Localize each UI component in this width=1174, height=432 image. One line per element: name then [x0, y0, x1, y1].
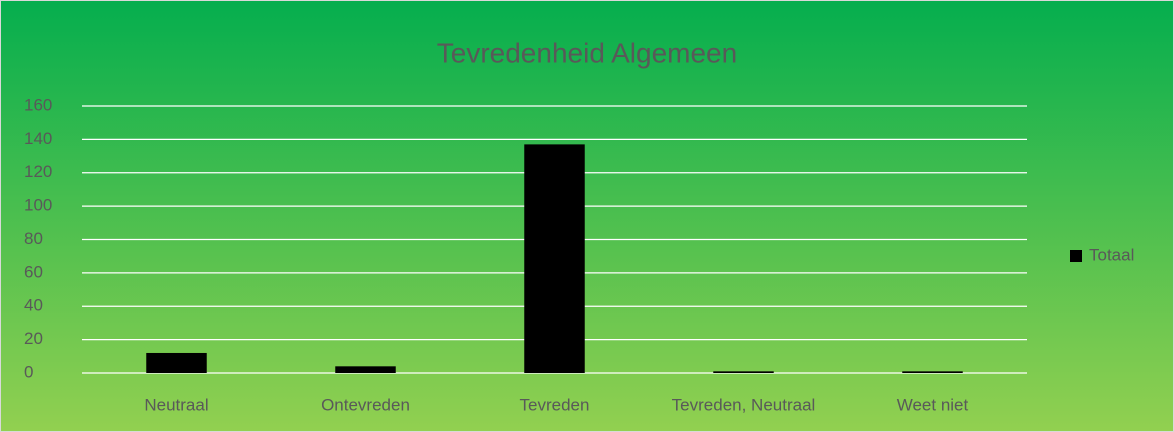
- y-tick-label: 140: [24, 129, 52, 148]
- bar: [335, 366, 396, 373]
- bar: [146, 352, 207, 373]
- y-tick-label: 60: [24, 262, 43, 281]
- y-tick-label: 120: [24, 162, 52, 181]
- x-tick-label: Neutraal: [144, 395, 208, 414]
- y-tick-label: 40: [24, 296, 43, 315]
- x-tick-label: Weet niet: [897, 395, 969, 414]
- y-tick-label: 0: [24, 362, 33, 381]
- bar: [524, 144, 585, 373]
- x-tick-label: Ontevreden: [321, 395, 410, 414]
- legend-swatch: [1070, 250, 1082, 262]
- x-tick-label: Tevreden, Neutraal: [672, 395, 816, 414]
- y-tick-label: 160: [24, 95, 52, 114]
- bar: [713, 371, 774, 373]
- legend-label: Totaal: [1089, 245, 1134, 264]
- x-tick-label: Tevreden: [520, 395, 590, 414]
- y-tick-label: 80: [24, 229, 43, 248]
- y-tick-label: 20: [24, 329, 43, 348]
- bar: [902, 371, 963, 373]
- y-tick-label: 100: [24, 196, 52, 215]
- chart-title: Tevredenheid Algemeen: [437, 37, 737, 68]
